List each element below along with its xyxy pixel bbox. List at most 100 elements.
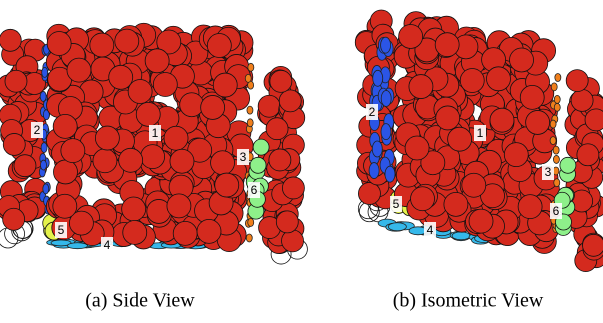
particle [47, 32, 71, 56]
particle [553, 146, 559, 154]
particle [266, 118, 288, 140]
particle [3, 133, 25, 155]
region-label: 5 [58, 223, 65, 237]
particle-renderings [0, 10, 603, 272]
particle [42, 67, 48, 77]
particle [560, 157, 576, 173]
particle [444, 192, 468, 216]
particle [372, 141, 382, 157]
region-label: 3 [545, 165, 552, 179]
particle [61, 139, 85, 163]
particle [247, 106, 253, 114]
particle [381, 90, 391, 106]
particle [550, 120, 556, 128]
particle [436, 106, 460, 130]
particle [583, 234, 603, 256]
particle [197, 219, 221, 243]
region-label: 5 [393, 197, 400, 211]
particle [385, 166, 395, 182]
particle [554, 179, 560, 187]
particle [577, 144, 599, 166]
particle [248, 63, 254, 71]
particle [53, 160, 77, 184]
particle [93, 149, 117, 173]
particle [207, 34, 231, 58]
particle [136, 102, 160, 126]
particle [145, 49, 169, 73]
particle [435, 33, 459, 57]
particle [95, 126, 119, 150]
particle [5, 70, 27, 92]
particle [201, 95, 225, 119]
region-label: 1 [152, 126, 159, 140]
particle [123, 220, 147, 244]
caption: (b) Isometric View [393, 290, 544, 312]
particle [399, 24, 423, 48]
particle [67, 243, 87, 249]
particle [460, 69, 484, 93]
particle [167, 194, 191, 218]
particle [246, 234, 252, 242]
particle [452, 232, 470, 240]
particle [258, 95, 280, 117]
particle [115, 29, 139, 53]
caption: (a) Side View [85, 290, 195, 312]
particle [253, 139, 269, 155]
particle [358, 182, 380, 204]
particle [551, 83, 557, 91]
particle [555, 73, 561, 81]
particle [554, 103, 560, 111]
particle [520, 85, 544, 109]
particle [245, 74, 251, 82]
region-label: 1 [477, 126, 484, 140]
particle [53, 194, 77, 218]
particle [180, 93, 204, 117]
particle [504, 143, 528, 167]
particle [247, 119, 253, 127]
particle [282, 177, 304, 199]
particle [270, 70, 292, 92]
particle [566, 70, 588, 92]
particle [90, 33, 114, 57]
particle [41, 143, 47, 153]
particle [469, 209, 493, 233]
particle [14, 155, 36, 177]
particle [173, 221, 197, 245]
particle [164, 126, 188, 150]
particle [170, 149, 194, 173]
particle [141, 145, 165, 169]
particle [128, 80, 152, 104]
particle [571, 89, 593, 111]
region-label: 6 [553, 204, 560, 218]
particle [269, 149, 291, 171]
particle [109, 65, 133, 89]
particle [411, 187, 435, 211]
particle [518, 195, 542, 219]
region-label: 4 [427, 223, 434, 237]
figure: 123456123456 (a) Side View (b) Isometric… [0, 0, 603, 323]
region-label: 6 [251, 183, 258, 197]
particle [211, 151, 235, 175]
particle [554, 95, 560, 103]
particle [40, 160, 46, 170]
region-label: 4 [104, 238, 111, 252]
particle [526, 110, 550, 134]
particle [279, 90, 301, 112]
particle [409, 75, 433, 99]
particle [250, 157, 266, 173]
particle [53, 114, 77, 138]
particle [585, 109, 603, 131]
particle [373, 70, 383, 86]
particle [448, 127, 472, 151]
particle [405, 136, 429, 160]
particle [43, 184, 49, 194]
particle [248, 218, 254, 226]
particle [119, 148, 143, 172]
particle [462, 173, 486, 197]
particle [122, 197, 146, 221]
particle [550, 137, 556, 145]
particle [0, 29, 21, 51]
region-label: 2 [369, 105, 376, 119]
particle [486, 67, 510, 91]
particle [276, 211, 298, 233]
